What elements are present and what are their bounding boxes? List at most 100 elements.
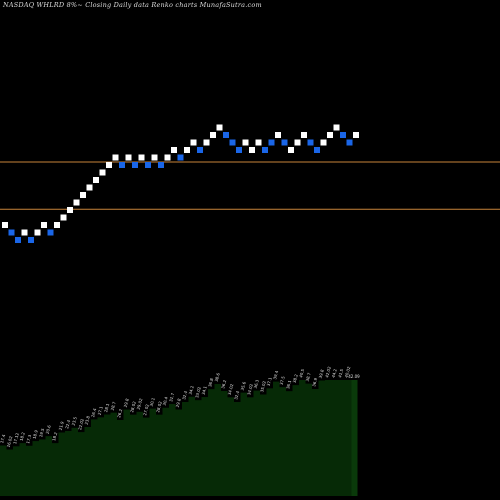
volume-data-label: 21.9: [58, 420, 65, 430]
volume-data-label: 19.5: [38, 427, 45, 437]
volume-bar: [104, 414, 111, 496]
volume-bar: [71, 427, 78, 496]
volume-data-label: 36.8: [207, 377, 214, 387]
volume-bar: [318, 380, 325, 496]
volume-bar: [227, 397, 234, 496]
volume-data-label: 36.9: [311, 377, 318, 387]
volume-bar: [292, 385, 299, 496]
volume-bar: [65, 431, 72, 496]
volume-bar: [136, 411, 143, 496]
renko-brick-up: [112, 154, 119, 161]
volume-bar: [195, 400, 202, 496]
reference-lines: [0, 161, 500, 210]
volume-data-label: 34.02: [246, 383, 254, 396]
renko-brick-up: [125, 154, 132, 161]
volume-data-label: 38.2: [292, 373, 299, 383]
volume-bar: [325, 380, 332, 496]
renko-brick-up: [151, 154, 158, 161]
volume-data-label: 39.4: [272, 370, 279, 380]
volume-data-label: 27.02: [142, 403, 150, 416]
volume-bar: [19, 443, 26, 496]
volume-bar: [299, 380, 306, 496]
volume-bar: [123, 409, 130, 496]
volume-data-label: 29.02: [136, 397, 144, 410]
renko-brick-down: [340, 132, 346, 138]
renko-brick-up: [99, 169, 106, 176]
volume-data-label: 34.02: [227, 383, 235, 396]
volume-bar: [273, 381, 280, 496]
renko-brick-down: [119, 162, 125, 168]
volume-data-label: 27.1: [97, 405, 104, 415]
renko-brick-up: [190, 139, 197, 146]
renko-brick-down: [281, 139, 288, 146]
volume-bar: [260, 394, 267, 496]
renko-brick-up: [41, 222, 47, 228]
volume-bar: [32, 441, 39, 496]
renko-brick-down: [268, 139, 275, 146]
volume-data-label: 17.12: [12, 432, 20, 445]
renko-brick-up: [67, 207, 73, 213]
volume-bar: [6, 449, 13, 496]
volume-data-label: 41.5: [337, 368, 344, 378]
volume-bar: [162, 407, 169, 496]
volume-data-label: 29.8: [123, 398, 130, 408]
renko-brick-up: [73, 199, 80, 206]
volume-bar: [26, 445, 33, 496]
volume-data-label: 22.4: [64, 419, 71, 429]
renko-brick-up: [216, 124, 223, 131]
renko-brick-up: [249, 147, 255, 153]
renko-brick-up: [60, 214, 67, 221]
renko-brick-down: [158, 162, 164, 168]
volume-data-label: 17.3: [25, 434, 32, 444]
renko-brick-up: [106, 162, 112, 168]
volume-data-label: 18.2: [51, 431, 58, 441]
renko-brick-down: [346, 139, 353, 146]
volume-bar: [221, 391, 228, 496]
volume-bar: [13, 446, 20, 496]
volume-bar: [208, 389, 215, 496]
volume-data-label: 28.7: [110, 401, 117, 411]
volume-bar: [97, 417, 104, 496]
volume-data-label: 40.02: [344, 365, 352, 378]
volume-data-label: 28.02: [155, 400, 163, 413]
renko-brick-up: [353, 132, 359, 138]
renko-brick-up: [34, 229, 41, 236]
volume-data-label: 31.7: [168, 392, 175, 402]
volume-bar: [286, 391, 293, 496]
renko-brick-down: [236, 147, 242, 153]
volume-bar: [45, 436, 52, 496]
volume-data-label: 39.8: [318, 369, 325, 379]
renko-brick-up: [184, 147, 190, 153]
volume-bar: [0, 445, 7, 496]
volume-bar: [117, 420, 124, 496]
volume-data-label: 42.09: [348, 374, 360, 379]
volume-data-label: 35.6: [240, 381, 247, 391]
renko-brick-down: [132, 162, 138, 168]
renko-brick-down: [262, 147, 268, 153]
volume-bar: [247, 397, 254, 496]
renko-brick-down: [229, 139, 236, 146]
volume-data-label: 29.8: [175, 398, 182, 408]
volume-bar: [91, 419, 98, 496]
renko-brick-down: [28, 237, 34, 243]
volume-data-label: 23.5: [71, 416, 78, 426]
renko-brick-up: [288, 147, 294, 153]
volume-data-label: 36.3: [253, 379, 260, 389]
volume-data-label: 38.7: [305, 372, 312, 382]
volume-data-label: 36.2: [220, 379, 227, 389]
volume-bar: [201, 397, 208, 496]
volume-bar: [175, 409, 182, 496]
volume-bar: [156, 414, 163, 496]
renko-brick-down: [145, 162, 151, 168]
volume-data-label: 22.02: [77, 418, 85, 431]
volume-bar: [143, 417, 150, 496]
volume-bar: [52, 443, 59, 496]
volume-data-label: 18.9: [32, 429, 39, 439]
renko-brick-down: [197, 147, 203, 153]
volume-data-label: 33.02: [194, 386, 202, 399]
renko-brick-up: [301, 132, 307, 138]
volume-data-label: 37.5: [279, 375, 286, 385]
renko-brick-up: [138, 154, 145, 161]
